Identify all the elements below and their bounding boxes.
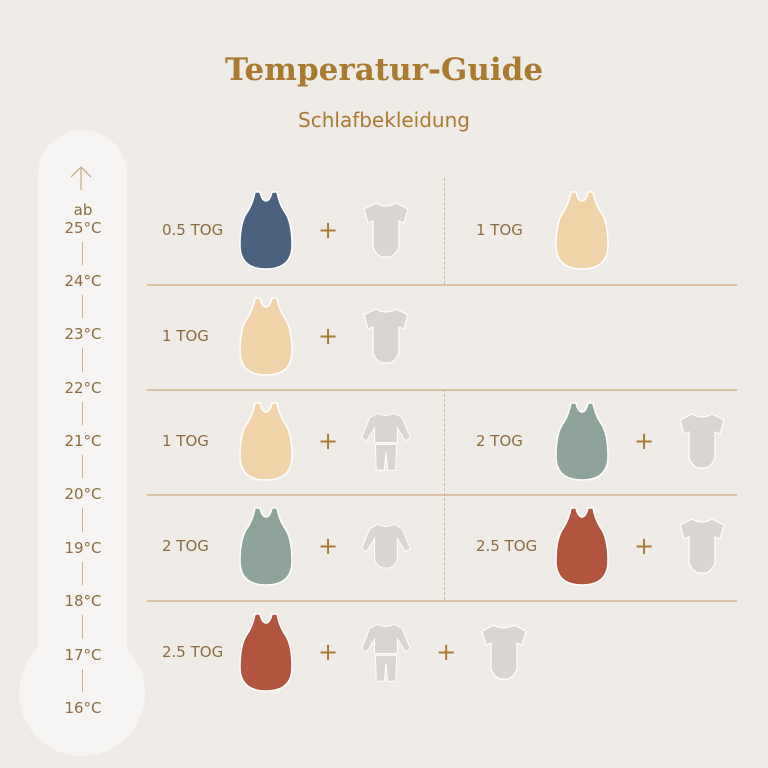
temperature-label: 20°C bbox=[64, 485, 102, 503]
temperature-value: 25°C bbox=[64, 219, 102, 237]
recommendation-cell: 2 TOG + bbox=[162, 496, 412, 596]
plus-sign: + bbox=[318, 532, 339, 560]
sleeping-bag-icon bbox=[239, 402, 293, 481]
tog-label: 2 TOG bbox=[162, 537, 209, 555]
recommendation-cell: 2.5 TOG + bbox=[476, 496, 728, 596]
tog-label: 2 TOG bbox=[476, 432, 523, 450]
tog-label: 2.5 TOG bbox=[162, 643, 224, 661]
temperature-label: 16°C bbox=[64, 699, 102, 717]
row-divider bbox=[147, 389, 737, 391]
tog-label: 2.5 TOG bbox=[476, 537, 538, 555]
column-divider bbox=[444, 389, 445, 600]
thermometer-tick bbox=[82, 508, 83, 532]
sleeping-bag-icon bbox=[239, 613, 293, 692]
thermometer-bulb bbox=[19, 630, 145, 756]
short-sleeve-bodysuit-icon bbox=[481, 624, 527, 680]
sleeping-bag-icon bbox=[239, 191, 293, 270]
pajamas-icon bbox=[361, 412, 412, 471]
temperature-prefix: ab bbox=[73, 201, 93, 219]
sleeping-bag-icon bbox=[555, 507, 609, 586]
tog-label: 0.5 TOG bbox=[162, 221, 224, 239]
thermometer-tick bbox=[82, 242, 83, 265]
thermometer-tick bbox=[82, 615, 83, 639]
plus-sign: + bbox=[436, 638, 457, 666]
sleeping-bag-icon bbox=[555, 191, 609, 270]
plus-sign: + bbox=[318, 638, 339, 666]
page-subtitle: Schlafbekleidung bbox=[298, 108, 470, 132]
sleeping-bag-icon bbox=[239, 297, 293, 376]
thermometer-tick bbox=[82, 348, 83, 372]
tog-label: 1 TOG bbox=[476, 221, 523, 239]
temperature-label: 17°C bbox=[64, 646, 102, 664]
row-divider bbox=[147, 284, 737, 286]
recommendation-cell: 0.5 TOG + bbox=[162, 180, 412, 280]
thermometer-tick bbox=[82, 402, 83, 425]
recommendation-cell: 1 TOG + bbox=[162, 286, 412, 386]
sleeping-bag-icon bbox=[239, 507, 293, 586]
recommendation-cell: 2 TOG + bbox=[476, 391, 728, 491]
page-title: Temperatur-Guide bbox=[224, 52, 544, 88]
thermometer-tick bbox=[82, 295, 83, 318]
short-sleeve-bodysuit-icon bbox=[679, 518, 725, 574]
short-sleeve-bodysuit-icon bbox=[363, 202, 409, 258]
plus-sign: + bbox=[634, 427, 655, 455]
temperature-label: ab 25°C bbox=[40, 201, 126, 237]
row-divider bbox=[147, 494, 737, 496]
tog-label: 1 TOG bbox=[162, 432, 209, 450]
temperature-label: 19°C bbox=[64, 539, 102, 557]
tog-label: 1 TOG bbox=[162, 327, 209, 345]
arrow-up-icon bbox=[70, 166, 92, 190]
row-divider bbox=[147, 600, 737, 602]
recommendation-cell: 1 TOG + bbox=[162, 391, 412, 491]
short-sleeve-bodysuit-icon bbox=[363, 308, 409, 364]
thermometer-tick bbox=[82, 455, 83, 478]
plus-sign: + bbox=[318, 322, 339, 350]
thermometer-tick bbox=[82, 669, 83, 692]
sleeping-bag-icon bbox=[555, 402, 609, 481]
temperature-label: 23°C bbox=[64, 325, 102, 343]
temperature-label: 22°C bbox=[64, 379, 102, 397]
column-divider bbox=[444, 178, 445, 284]
recommendation-cell: 1 TOG bbox=[476, 180, 610, 280]
temperature-label: 24°C bbox=[64, 272, 102, 290]
recommendation-cell: 2.5 TOG + + bbox=[162, 602, 530, 702]
temperature-label: 18°C bbox=[64, 592, 102, 610]
thermometer-tick bbox=[82, 562, 83, 585]
short-sleeve-bodysuit-icon bbox=[679, 413, 725, 469]
plus-sign: + bbox=[634, 532, 655, 560]
plus-sign: + bbox=[318, 216, 339, 244]
temperature-label: 21°C bbox=[64, 432, 102, 450]
long-sleeve-bodysuit-icon bbox=[361, 523, 412, 569]
pajamas-icon bbox=[361, 623, 412, 682]
plus-sign: + bbox=[318, 427, 339, 455]
